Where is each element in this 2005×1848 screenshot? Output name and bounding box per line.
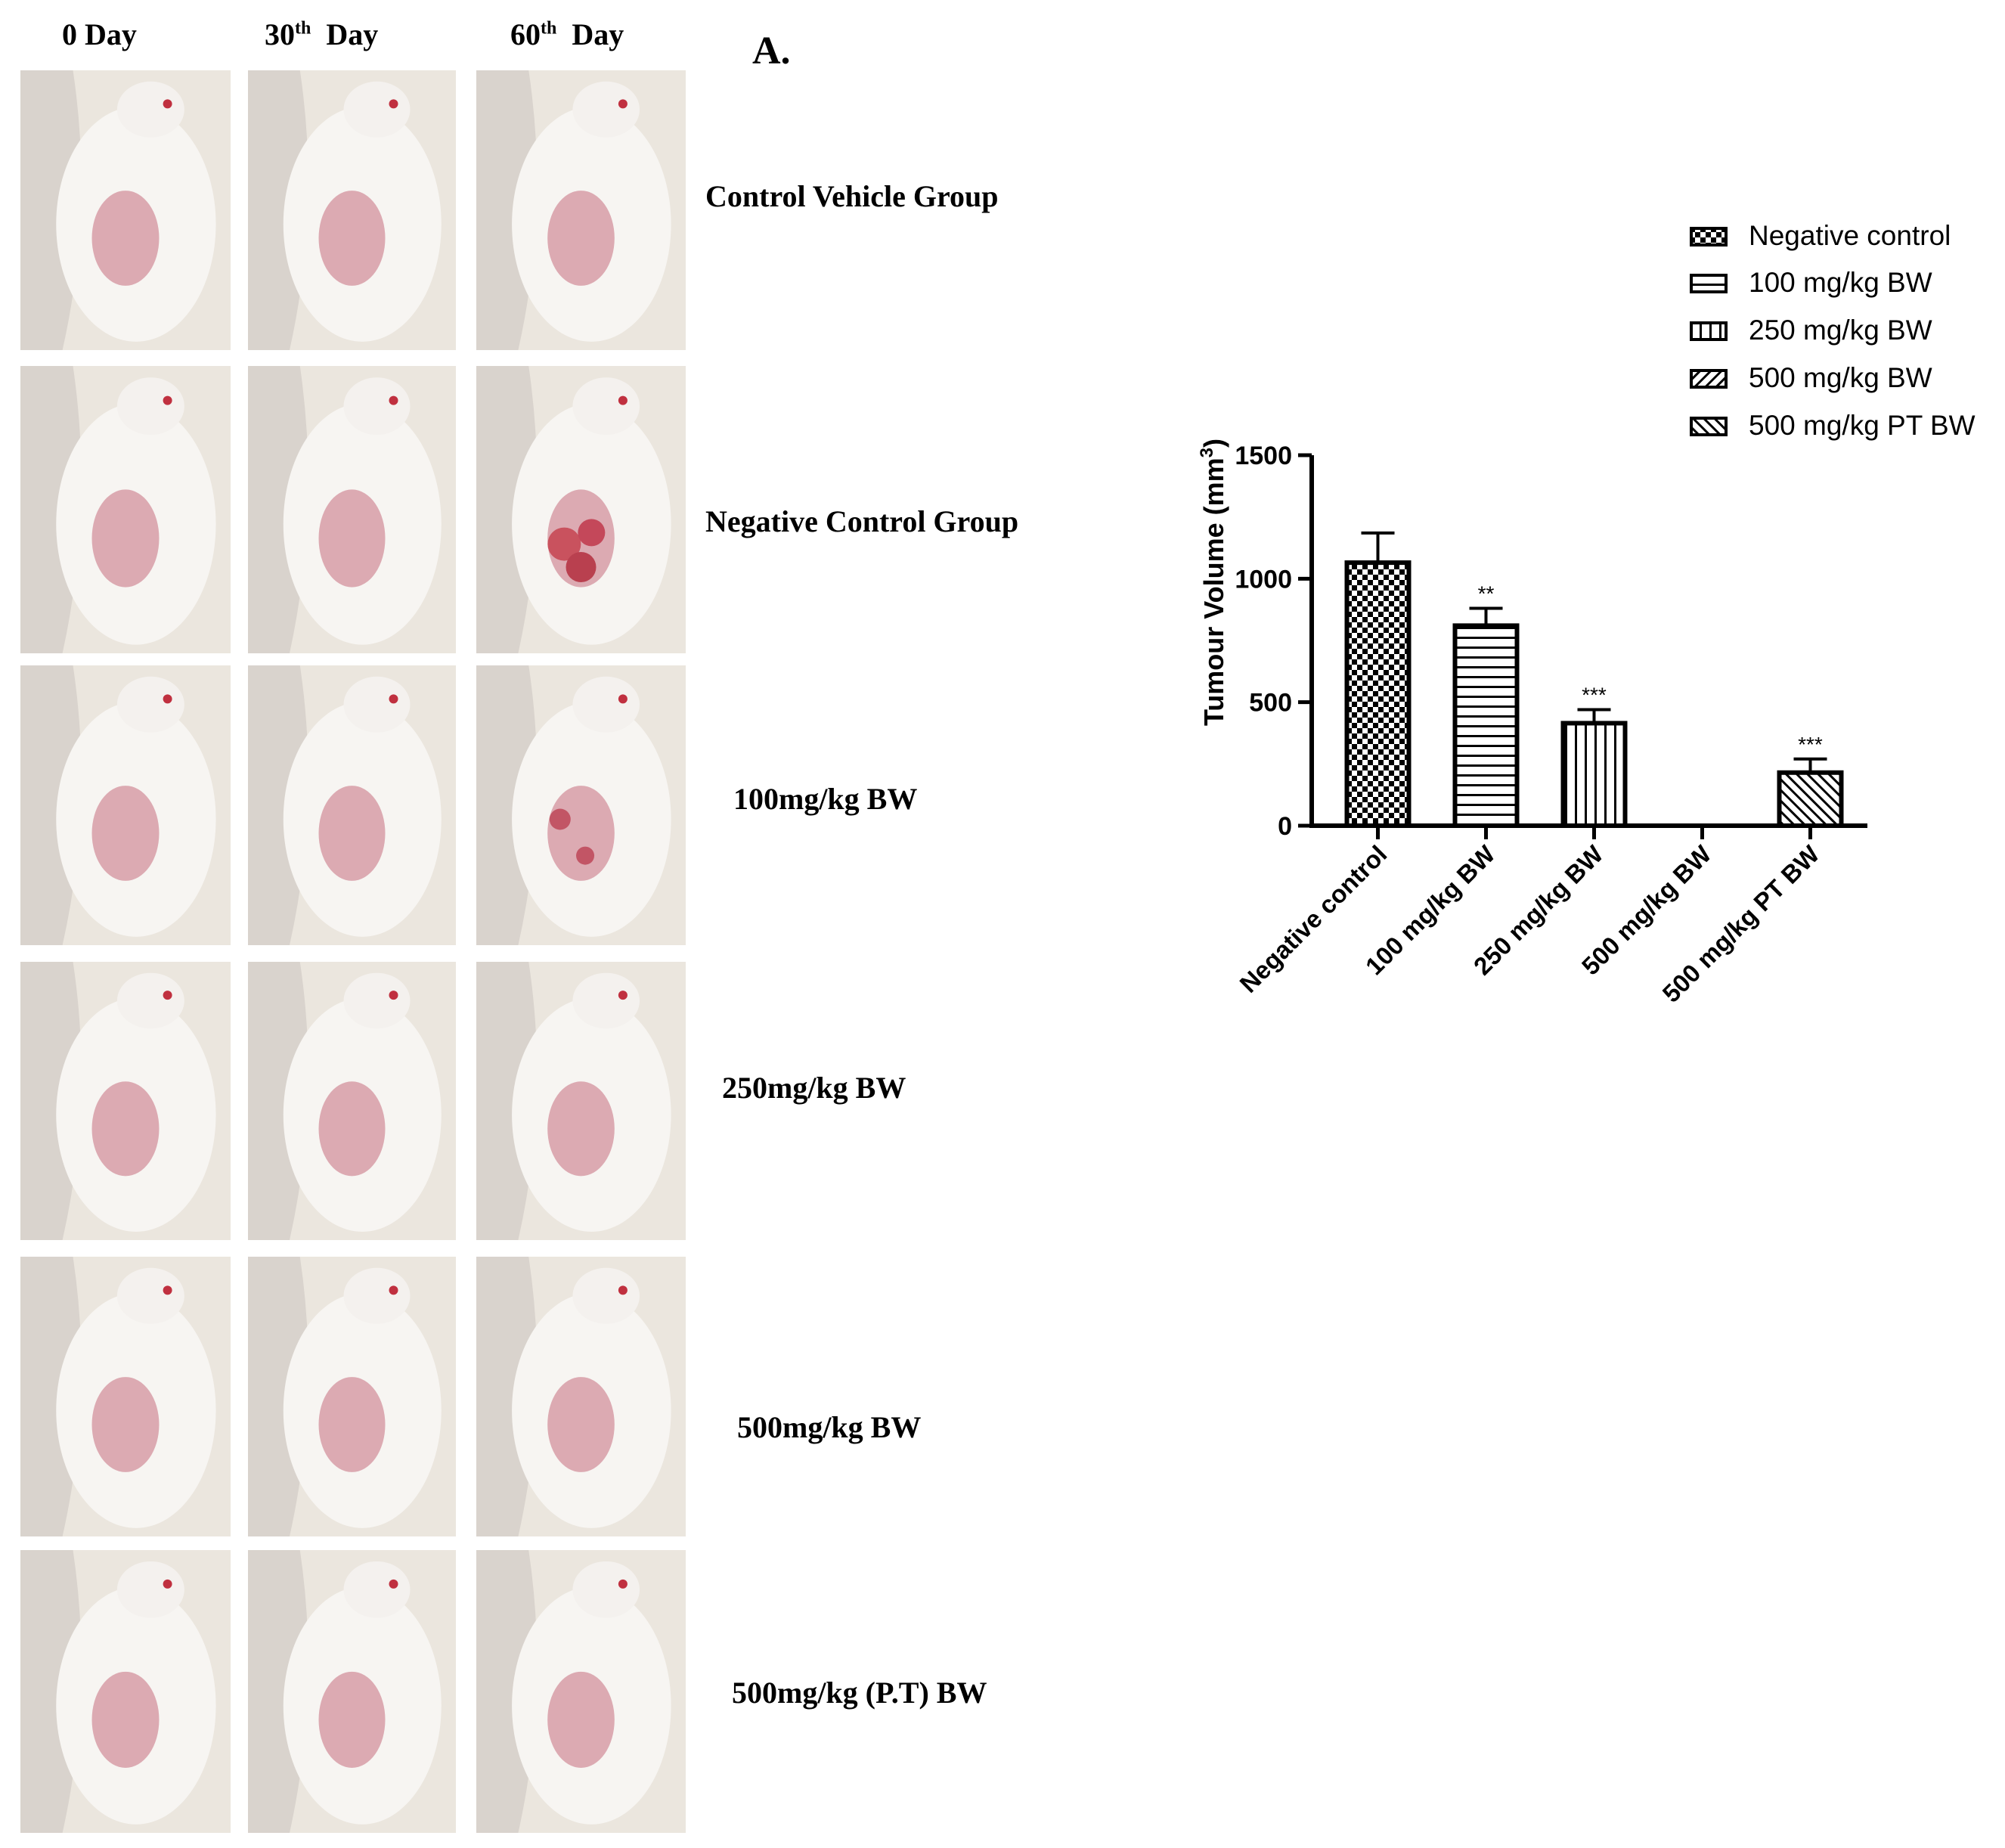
mouse-photo — [248, 962, 456, 1240]
mouse-photo — [248, 1550, 456, 1833]
column-header-day60-sup: th — [541, 18, 557, 39]
mouse-photo — [20, 1550, 231, 1833]
significance-label: *** — [1798, 733, 1823, 756]
bar-2 — [1560, 721, 1628, 829]
y-tick-label: 0 — [1278, 812, 1292, 841]
y-tick-label: 1500 — [1235, 442, 1292, 470]
column-header-day30-tail: Day — [311, 17, 379, 51]
column-header-day0: 0 Day — [62, 17, 137, 52]
y-tick-label: 1000 — [1235, 565, 1292, 594]
mouse-photo — [20, 366, 231, 653]
bar-4 — [1777, 770, 1844, 828]
row-label-500mg: 500mg/kg BW — [737, 1410, 922, 1444]
row-label-negative-control: Negative Control Group — [705, 504, 1019, 538]
row-label-100mg: 100mg/kg BW — [733, 782, 918, 816]
mouse-photo — [20, 70, 231, 350]
y-axis-label-main: Tumour Volume (mm — [1198, 457, 1229, 726]
mouse-photo — [20, 665, 231, 945]
panel-letter: A. — [752, 29, 791, 73]
legend-swatch-diag-up — [1690, 369, 1728, 389]
mouse-photo — [248, 1257, 456, 1536]
x-tick-label: Negative control — [1234, 840, 1392, 998]
row-label-250mg: 250mg/kg BW — [722, 1071, 906, 1105]
legend-swatch-diag-down — [1690, 417, 1728, 436]
y-tick-label: 500 — [1249, 689, 1292, 718]
mouse-photo — [476, 1257, 686, 1536]
column-header-day30-sup: th — [295, 18, 311, 39]
legend-label: Negative control — [1749, 220, 1951, 251]
column-header-day30: 30th Day — [265, 17, 378, 52]
column-header-day30-num: 30 — [265, 17, 295, 51]
column-header-day0-text: 0 Day — [62, 17, 137, 51]
mouse-photo — [248, 366, 456, 653]
mouse-photo — [476, 366, 686, 653]
row-label-control-vehicle: Control Vehicle Group — [705, 179, 999, 213]
significance-label: ** — [1478, 582, 1495, 606]
mouse-photo — [248, 70, 456, 350]
mouse-photo — [476, 962, 686, 1240]
legend-swatch-vertical — [1690, 321, 1728, 341]
significance-label: *** — [1582, 683, 1607, 706]
mouse-photo — [476, 70, 686, 350]
legend-swatch-checker — [1690, 227, 1728, 247]
column-header-day60-tail: Day — [556, 17, 624, 51]
bar-0 — [1344, 560, 1412, 828]
y-axis-label-sup: 3 — [1197, 448, 1217, 457]
mouse-photo — [476, 665, 686, 945]
legend-label: 500 mg/kg BW — [1749, 362, 1932, 393]
legend-swatch-horizontal — [1690, 274, 1728, 293]
legend-label: 250 mg/kg BW — [1749, 315, 1932, 346]
row-label-500mg-pt: 500mg/kg (P.T) BW — [732, 1676, 987, 1710]
legend-label: 500 mg/kg PT BW — [1749, 410, 1976, 441]
bar-1 — [1452, 623, 1520, 829]
legend-label: 100 mg/kg BW — [1749, 267, 1932, 298]
mouse-photo — [20, 1257, 231, 1536]
y-axis-label: Tumour Volume (mm3) — [1197, 439, 1229, 726]
y-axis-label-tail: ) — [1198, 439, 1229, 448]
mouse-photo — [20, 962, 231, 1240]
mouse-photo — [476, 1550, 686, 1833]
column-header-day60: 60th Day — [510, 17, 624, 52]
mouse-photo — [248, 665, 456, 945]
column-header-day60-num: 60 — [510, 17, 541, 51]
